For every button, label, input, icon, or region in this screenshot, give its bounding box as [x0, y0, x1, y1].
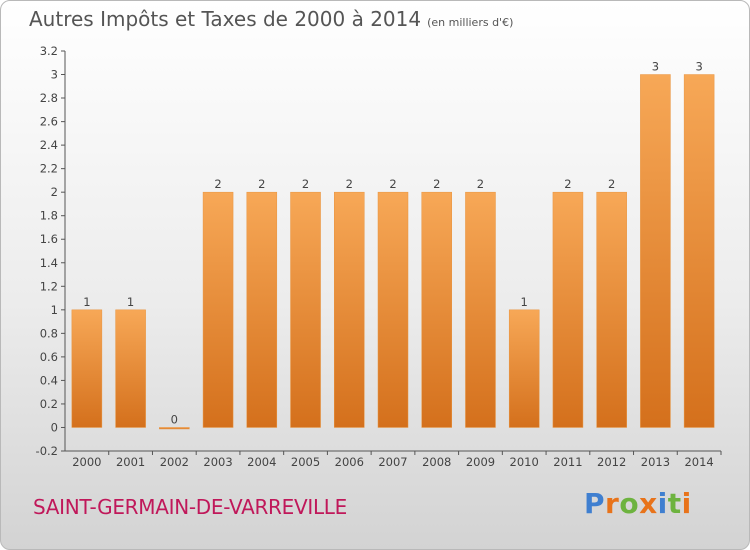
y-tick-label: 0.2 — [40, 397, 58, 411]
x-tick-label: 2011 — [553, 455, 582, 469]
x-tick-label: 2003 — [203, 455, 232, 469]
value-label: 2 — [608, 177, 615, 191]
bar-2013 — [640, 74, 671, 428]
chart-labels: 1 1 0 2 2 2 2 2 2 2 1 2 2 3 3 — [83, 60, 703, 427]
value-label: 2 — [302, 177, 309, 191]
bar-2014 — [683, 74, 715, 428]
bar-2000 — [71, 309, 103, 428]
proxiti-logo: Proxiti — [584, 487, 692, 520]
logo-letter: i — [681, 487, 692, 520]
bar-2007 — [377, 191, 409, 428]
bar-2005 — [290, 191, 321, 428]
y-tick-label: 2.2 — [40, 162, 58, 176]
y-tick-label: 2 — [51, 185, 58, 199]
logo-letter: P — [584, 487, 606, 520]
x-tick-label: 2007 — [378, 455, 407, 469]
chart-title: Autres Impôts et Taxes de 2000 à 2014 (en… — [29, 7, 513, 31]
y-tick-label: 1.8 — [40, 209, 58, 223]
bar-2002 — [159, 427, 190, 430]
bar-2006 — [334, 191, 365, 428]
y-tick-label: 2.4 — [40, 138, 58, 152]
value-label: 2 — [389, 177, 396, 191]
value-label: 1 — [83, 295, 90, 309]
x-tick-label: 2009 — [466, 455, 495, 469]
logo-letter: x — [639, 487, 658, 520]
y-tick-label: 3 — [51, 68, 58, 82]
chart-axes: -0.2 0 0.2 0.4 0.6 0.8 1 1.2 1.4 1.6 1.8 2 2.2 2.4 2.6… — [36, 44, 722, 469]
value-label: 1 — [127, 295, 134, 309]
x-tick-label: 2002 — [160, 455, 189, 469]
bar-2011 — [552, 191, 584, 428]
bar-2001 — [115, 309, 146, 428]
value-label: 3 — [652, 60, 659, 74]
y-tick-label: 0.4 — [40, 373, 58, 387]
x-tick-label: 2013 — [641, 455, 670, 469]
value-label: 2 — [214, 177, 221, 191]
y-tick-label: 0.6 — [40, 350, 58, 364]
y-tick-label: 1 — [51, 303, 58, 317]
x-tick-label: 2008 — [422, 455, 451, 469]
value-label: 2 — [346, 177, 353, 191]
value-label: 3 — [695, 60, 702, 74]
x-tick-label: 2006 — [335, 455, 364, 469]
value-label: 0 — [171, 412, 178, 426]
town-name: SAINT-GERMAIN-DE-VARREVILLE — [33, 495, 347, 519]
value-label: 2 — [564, 177, 571, 191]
y-tick-label: 0.8 — [40, 326, 58, 340]
y-tick-label: 0 — [51, 420, 58, 434]
y-tick-label: 1.6 — [40, 232, 58, 246]
x-tick-label: 2000 — [72, 455, 101, 469]
bar-2004 — [246, 191, 278, 428]
value-label: 2 — [477, 177, 484, 191]
y-tick-label: 1.4 — [40, 256, 58, 270]
x-tick-label: 2014 — [684, 455, 713, 469]
x-tick-label: 2004 — [247, 455, 276, 469]
x-tick-label: 2001 — [116, 455, 145, 469]
chart-title-text: Autres Impôts et Taxes de 2000 à 2014 — [29, 7, 422, 31]
chart-subtitle: (en milliers d'€) — [427, 16, 514, 29]
logo-letter: o — [619, 487, 640, 520]
bar-2009 — [465, 191, 496, 428]
chart-bars — [71, 74, 715, 430]
x-tick-label: 2005 — [291, 455, 320, 469]
bar-2010 — [508, 309, 540, 428]
x-tick-label: 2010 — [510, 455, 539, 469]
y-tick-label: 3.2 — [40, 44, 58, 58]
bar-2003 — [202, 191, 234, 428]
value-label: 2 — [433, 177, 440, 191]
bar-2012 — [596, 191, 627, 428]
y-tick-label: 2.8 — [40, 91, 58, 105]
y-tick-label: 1.2 — [40, 279, 58, 293]
logo-letter: i — [657, 487, 668, 520]
x-tick-label: 2012 — [597, 455, 626, 469]
value-label: 1 — [521, 295, 528, 309]
bar-2008 — [421, 191, 452, 428]
logo-letter: t — [667, 487, 682, 520]
y-tick-label: -0.2 — [36, 444, 58, 458]
logo-letter: r — [605, 487, 620, 520]
y-tick-label: 2.6 — [40, 115, 58, 129]
value-label: 2 — [258, 177, 265, 191]
